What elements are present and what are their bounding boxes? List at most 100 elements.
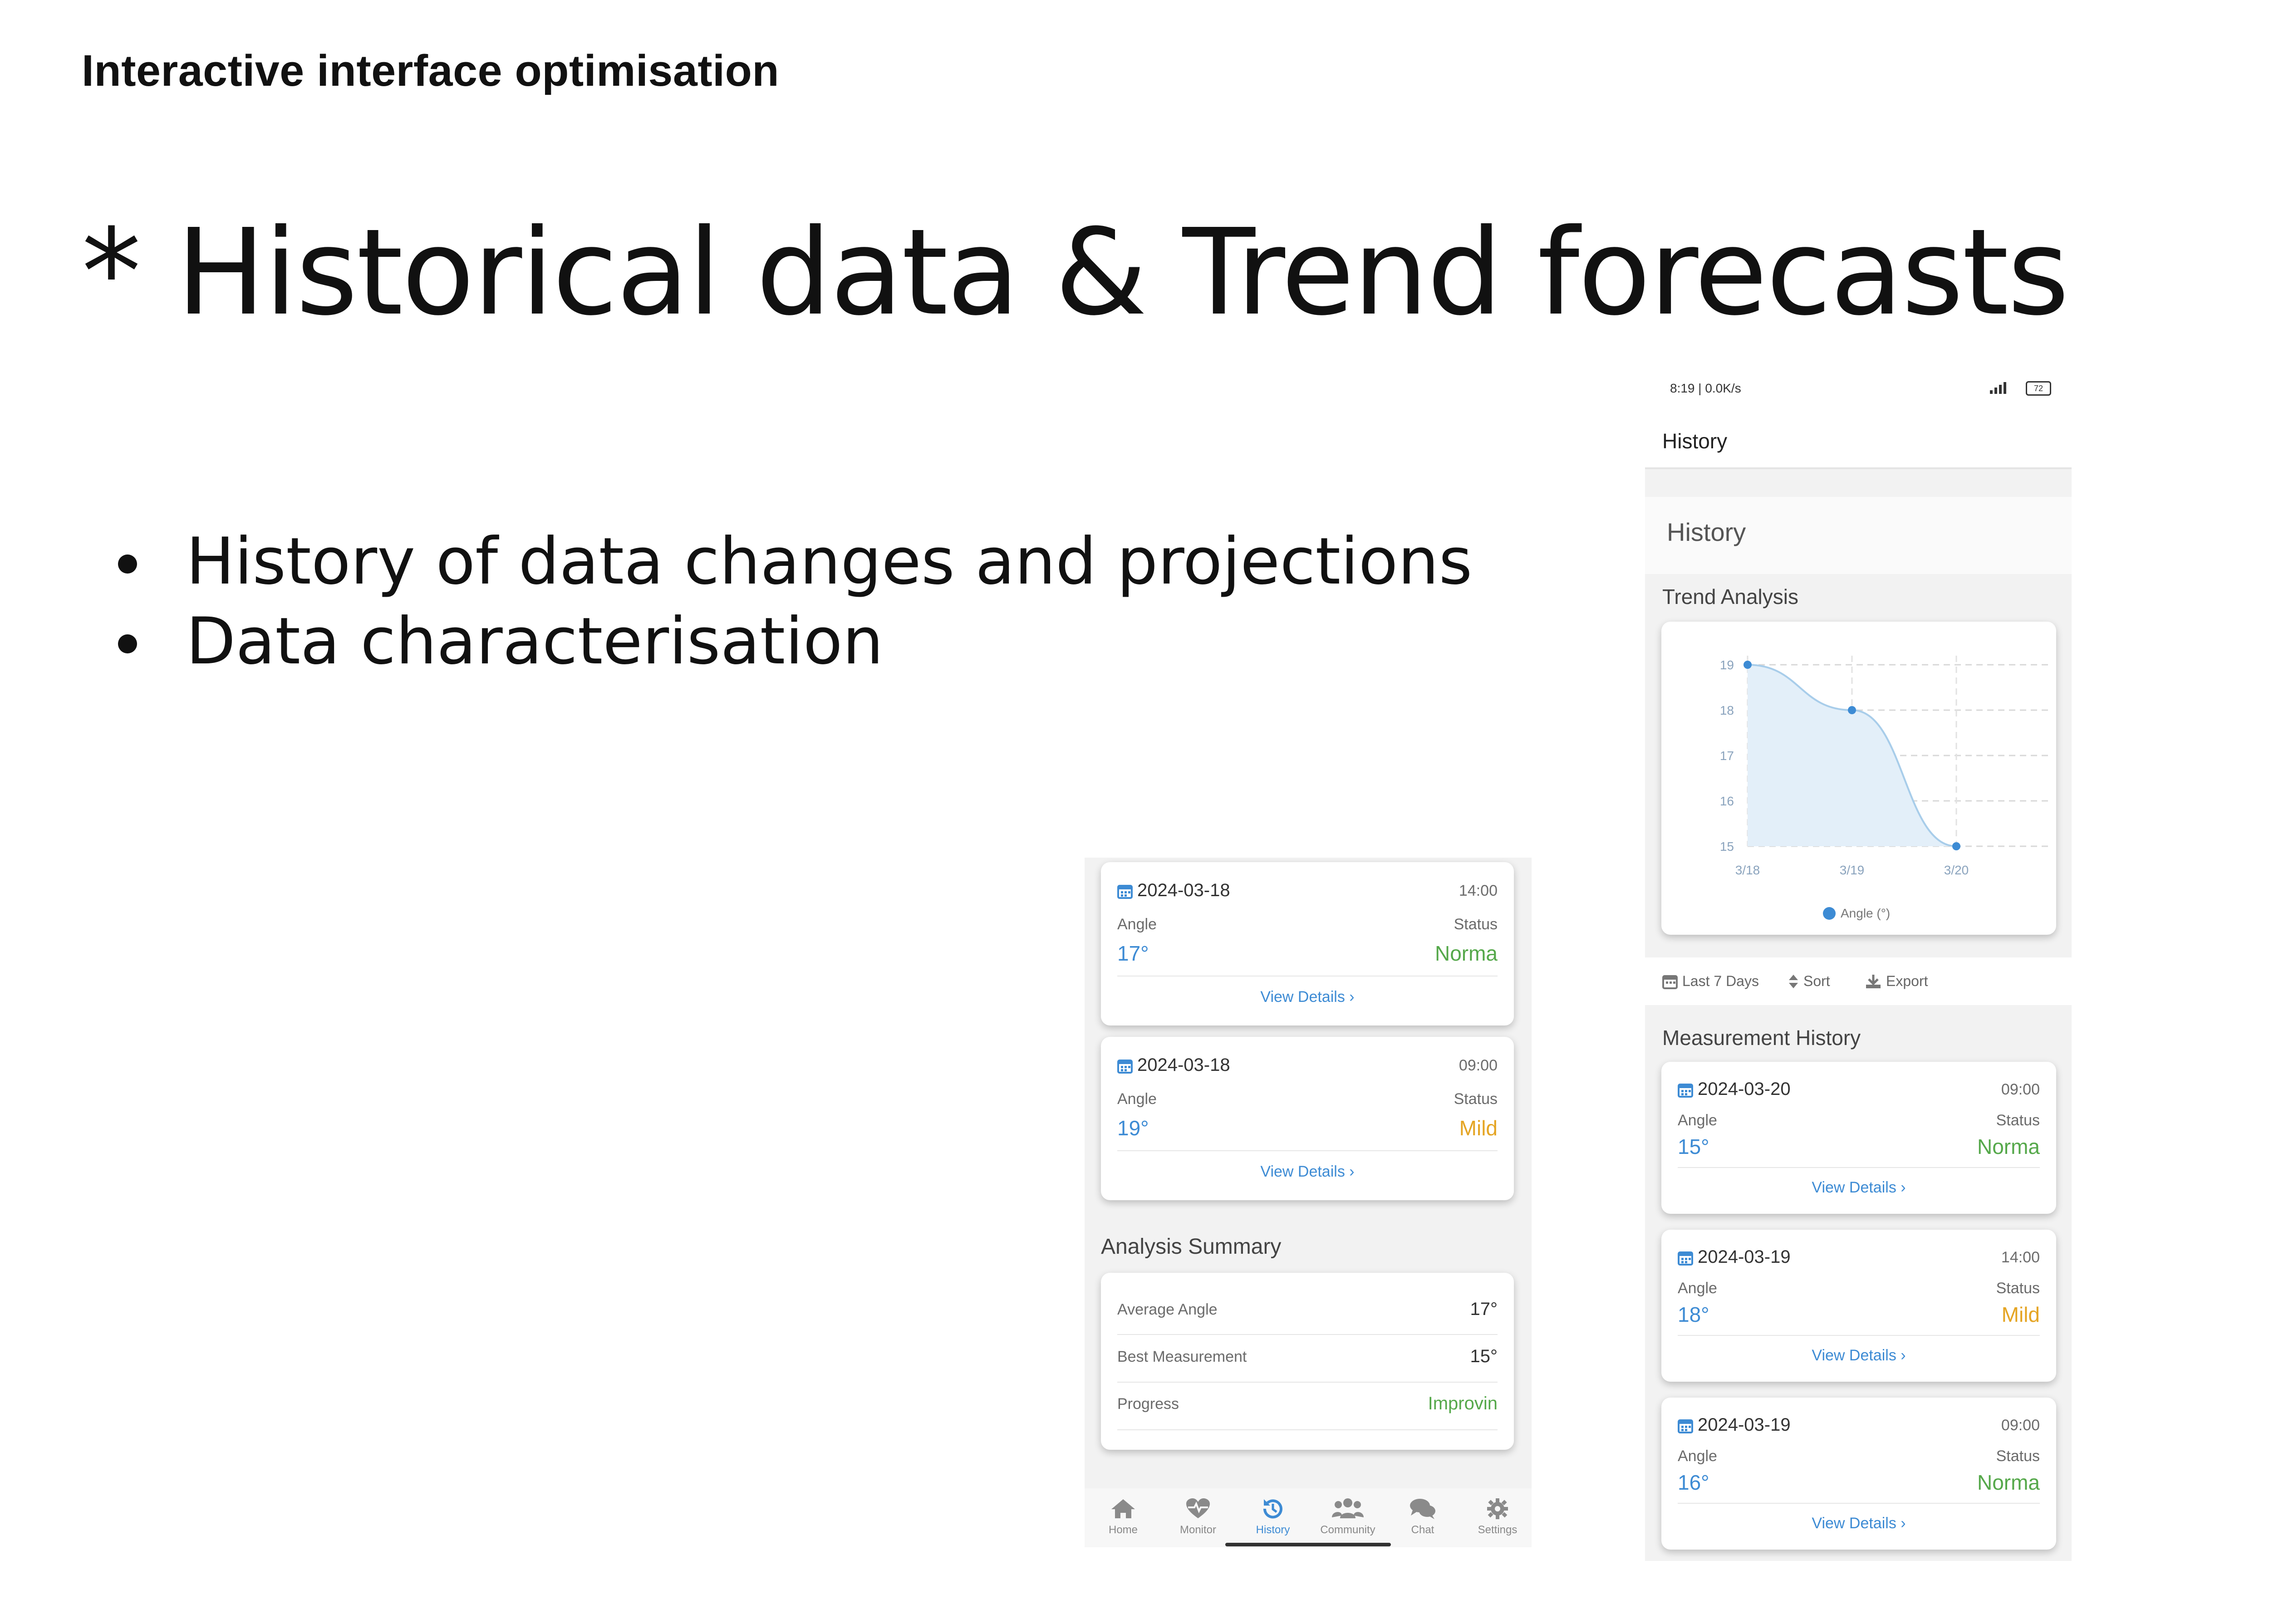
angle-value: 17° <box>1117 942 1149 965</box>
history-icon <box>1263 1499 1282 1519</box>
x-tick-label: 3/18 <box>1735 863 1760 877</box>
bullet-item: History of data changes and projections <box>118 522 1472 602</box>
app-bar: History <box>1645 411 2072 469</box>
trend-chart: 15 16 17 18 19 3/18 3/19 3/20 Angle (°) <box>1720 656 2052 920</box>
status-value: Mild <box>2001 1303 2040 1326</box>
status-label: Status <box>1454 916 1498 933</box>
divider <box>1117 1334 1498 1335</box>
record-time: 09:00 <box>1459 1057 1498 1074</box>
view-details-link[interactable]: View Details › <box>1812 1347 1906 1364</box>
record-card[interactable]: 2024-03-19 14:00 Angle Status 18° Mild V… <box>1661 1230 2056 1382</box>
status-value: Norma <box>1434 942 1498 965</box>
gear-icon <box>1487 1498 1508 1519</box>
summary-label: Average Angle <box>1117 1301 1218 1318</box>
divider <box>1678 1335 2040 1336</box>
date-text: 2024-03-18 <box>1137 880 1230 900</box>
angle-label: Angle <box>1117 916 1157 933</box>
record-time: 09:00 <box>2001 1081 2040 1098</box>
status-label: Status <box>1454 1090 1498 1108</box>
summary-value: 17° <box>1470 1299 1498 1319</box>
record-date: 2024-03-19 <box>1678 1415 1791 1435</box>
export-button[interactable]: Export <box>1865 973 1928 990</box>
angle-label: Angle <box>1678 1280 1717 1297</box>
nav-history[interactable]: History <box>1237 1497 1309 1536</box>
nav-label: Community <box>1320 1524 1375 1536</box>
bullet-list: History of data changes and projections … <box>118 522 1472 682</box>
record-card[interactable]: 2024-03-18 14:00 Angle Status 17° Norma … <box>1101 862 1514 1025</box>
status-bar: 8:19 | 0.0K/s 72 <box>1645 372 2072 411</box>
angle-value: 15° <box>1678 1135 1709 1158</box>
users-icon <box>1332 1498 1364 1518</box>
right-phone-screen: 8:19 | 0.0K/s 72 History History Trend A… <box>1645 372 2072 1561</box>
angle-label: Angle <box>1678 1112 1717 1129</box>
calendar-icon <box>1678 1418 1693 1433</box>
history-toolbar: Last 7 Days Sort Export <box>1645 957 2072 1005</box>
nav-monitor[interactable]: Monitor <box>1162 1497 1234 1536</box>
status-label: Status <box>1996 1447 2040 1465</box>
date-text: 2024-03-18 <box>1137 1055 1230 1075</box>
view-details-link[interactable]: View Details › <box>1812 1515 1906 1532</box>
record-card[interactable]: 2024-03-19 09:00 Angle Status 16° Norma … <box>1661 1398 2056 1550</box>
nav-label: Home <box>1108 1524 1138 1536</box>
view-details-link[interactable]: View Details › <box>1812 1179 1906 1196</box>
date-text: 2024-03-20 <box>1698 1079 1791 1099</box>
calendar-icon <box>1117 883 1133 899</box>
divider <box>1117 1429 1498 1430</box>
y-tick-label: 16 <box>1720 794 1734 808</box>
legend-marker <box>1823 907 1836 920</box>
calendar-icon <box>1117 1058 1133 1074</box>
export-label: Export <box>1886 973 1928 989</box>
battery-icon: 72 <box>2026 381 2051 396</box>
range-label: Last 7 Days <box>1682 973 1759 989</box>
y-tick-label: 17 <box>1720 749 1734 763</box>
measurement-history-title: Measurement History <box>1662 1026 1861 1050</box>
sort-button[interactable]: Sort <box>1788 973 1830 990</box>
summary-card: Average Angle 17° Best Measurement 15° P… <box>1101 1273 1514 1450</box>
record-card[interactable]: 2024-03-20 09:00 Angle Status 15° Norma … <box>1661 1062 2056 1214</box>
data-point <box>1848 706 1856 714</box>
angle-label: Angle <box>1678 1447 1717 1465</box>
data-point <box>1743 661 1752 669</box>
data-point <box>1952 842 1960 850</box>
slide-kicker: Interactive interface optimisation <box>82 46 780 95</box>
divider <box>1117 1150 1498 1151</box>
y-tick-label: 19 <box>1720 658 1734 672</box>
bullet-item: Data characterisation <box>118 602 1472 682</box>
divider <box>1678 1503 2040 1504</box>
sort-icon <box>1789 974 1798 988</box>
nav-label: Settings <box>1478 1524 1518 1536</box>
nav-settings[interactable]: Settings <box>1461 1497 1532 1536</box>
angle-value: 16° <box>1678 1471 1709 1494</box>
record-time: 14:00 <box>1459 882 1498 899</box>
date-text: 2024-03-19 <box>1698 1415 1791 1435</box>
status-text: 8:19 | 0.0K/s <box>1670 381 1741 395</box>
nav-community[interactable]: Community <box>1311 1497 1384 1536</box>
nav-label: History <box>1256 1524 1290 1536</box>
trend-analysis-title: Trend Analysis <box>1662 585 1798 608</box>
record-date: 2024-03-19 <box>1678 1247 1791 1267</box>
status-value: Norma <box>1977 1471 2040 1494</box>
x-tick-label: 3/20 <box>1944 863 1969 877</box>
bottom-nav: Home Monitor History Community Chat Sett… <box>1085 1488 1532 1547</box>
series-line <box>1747 664 1957 847</box>
view-details-link[interactable]: View Details › <box>1260 1163 1355 1180</box>
status-label: Status <box>1996 1280 2040 1297</box>
angle-value: 19° <box>1117 1116 1149 1140</box>
slide-title: * Historical data & Trend forecasts <box>82 203 2069 342</box>
app-bar-title: History <box>1662 429 1728 453</box>
calendar-icon <box>1678 1250 1693 1266</box>
y-tick-label: 15 <box>1720 839 1734 854</box>
record-card[interactable]: 2024-03-18 09:00 Angle Status 19° Mild V… <box>1101 1037 1514 1200</box>
nav-home[interactable]: Home <box>1087 1497 1159 1536</box>
summary-label: Progress <box>1117 1395 1179 1413</box>
calendar-icon <box>1662 975 1678 989</box>
heartbeat-icon <box>1186 1498 1210 1518</box>
page-heading-area: History <box>1645 497 2072 574</box>
range-filter-button[interactable]: Last 7 Days <box>1662 973 1759 990</box>
record-time: 14:00 <box>2001 1249 2040 1266</box>
record-date: 2024-03-18 <box>1117 880 1230 901</box>
view-details-link[interactable]: View Details › <box>1260 988 1355 1006</box>
x-tick-label: 3/19 <box>1840 863 1865 877</box>
home-icon <box>1111 1499 1135 1518</box>
nav-chat[interactable]: Chat <box>1386 1497 1459 1536</box>
